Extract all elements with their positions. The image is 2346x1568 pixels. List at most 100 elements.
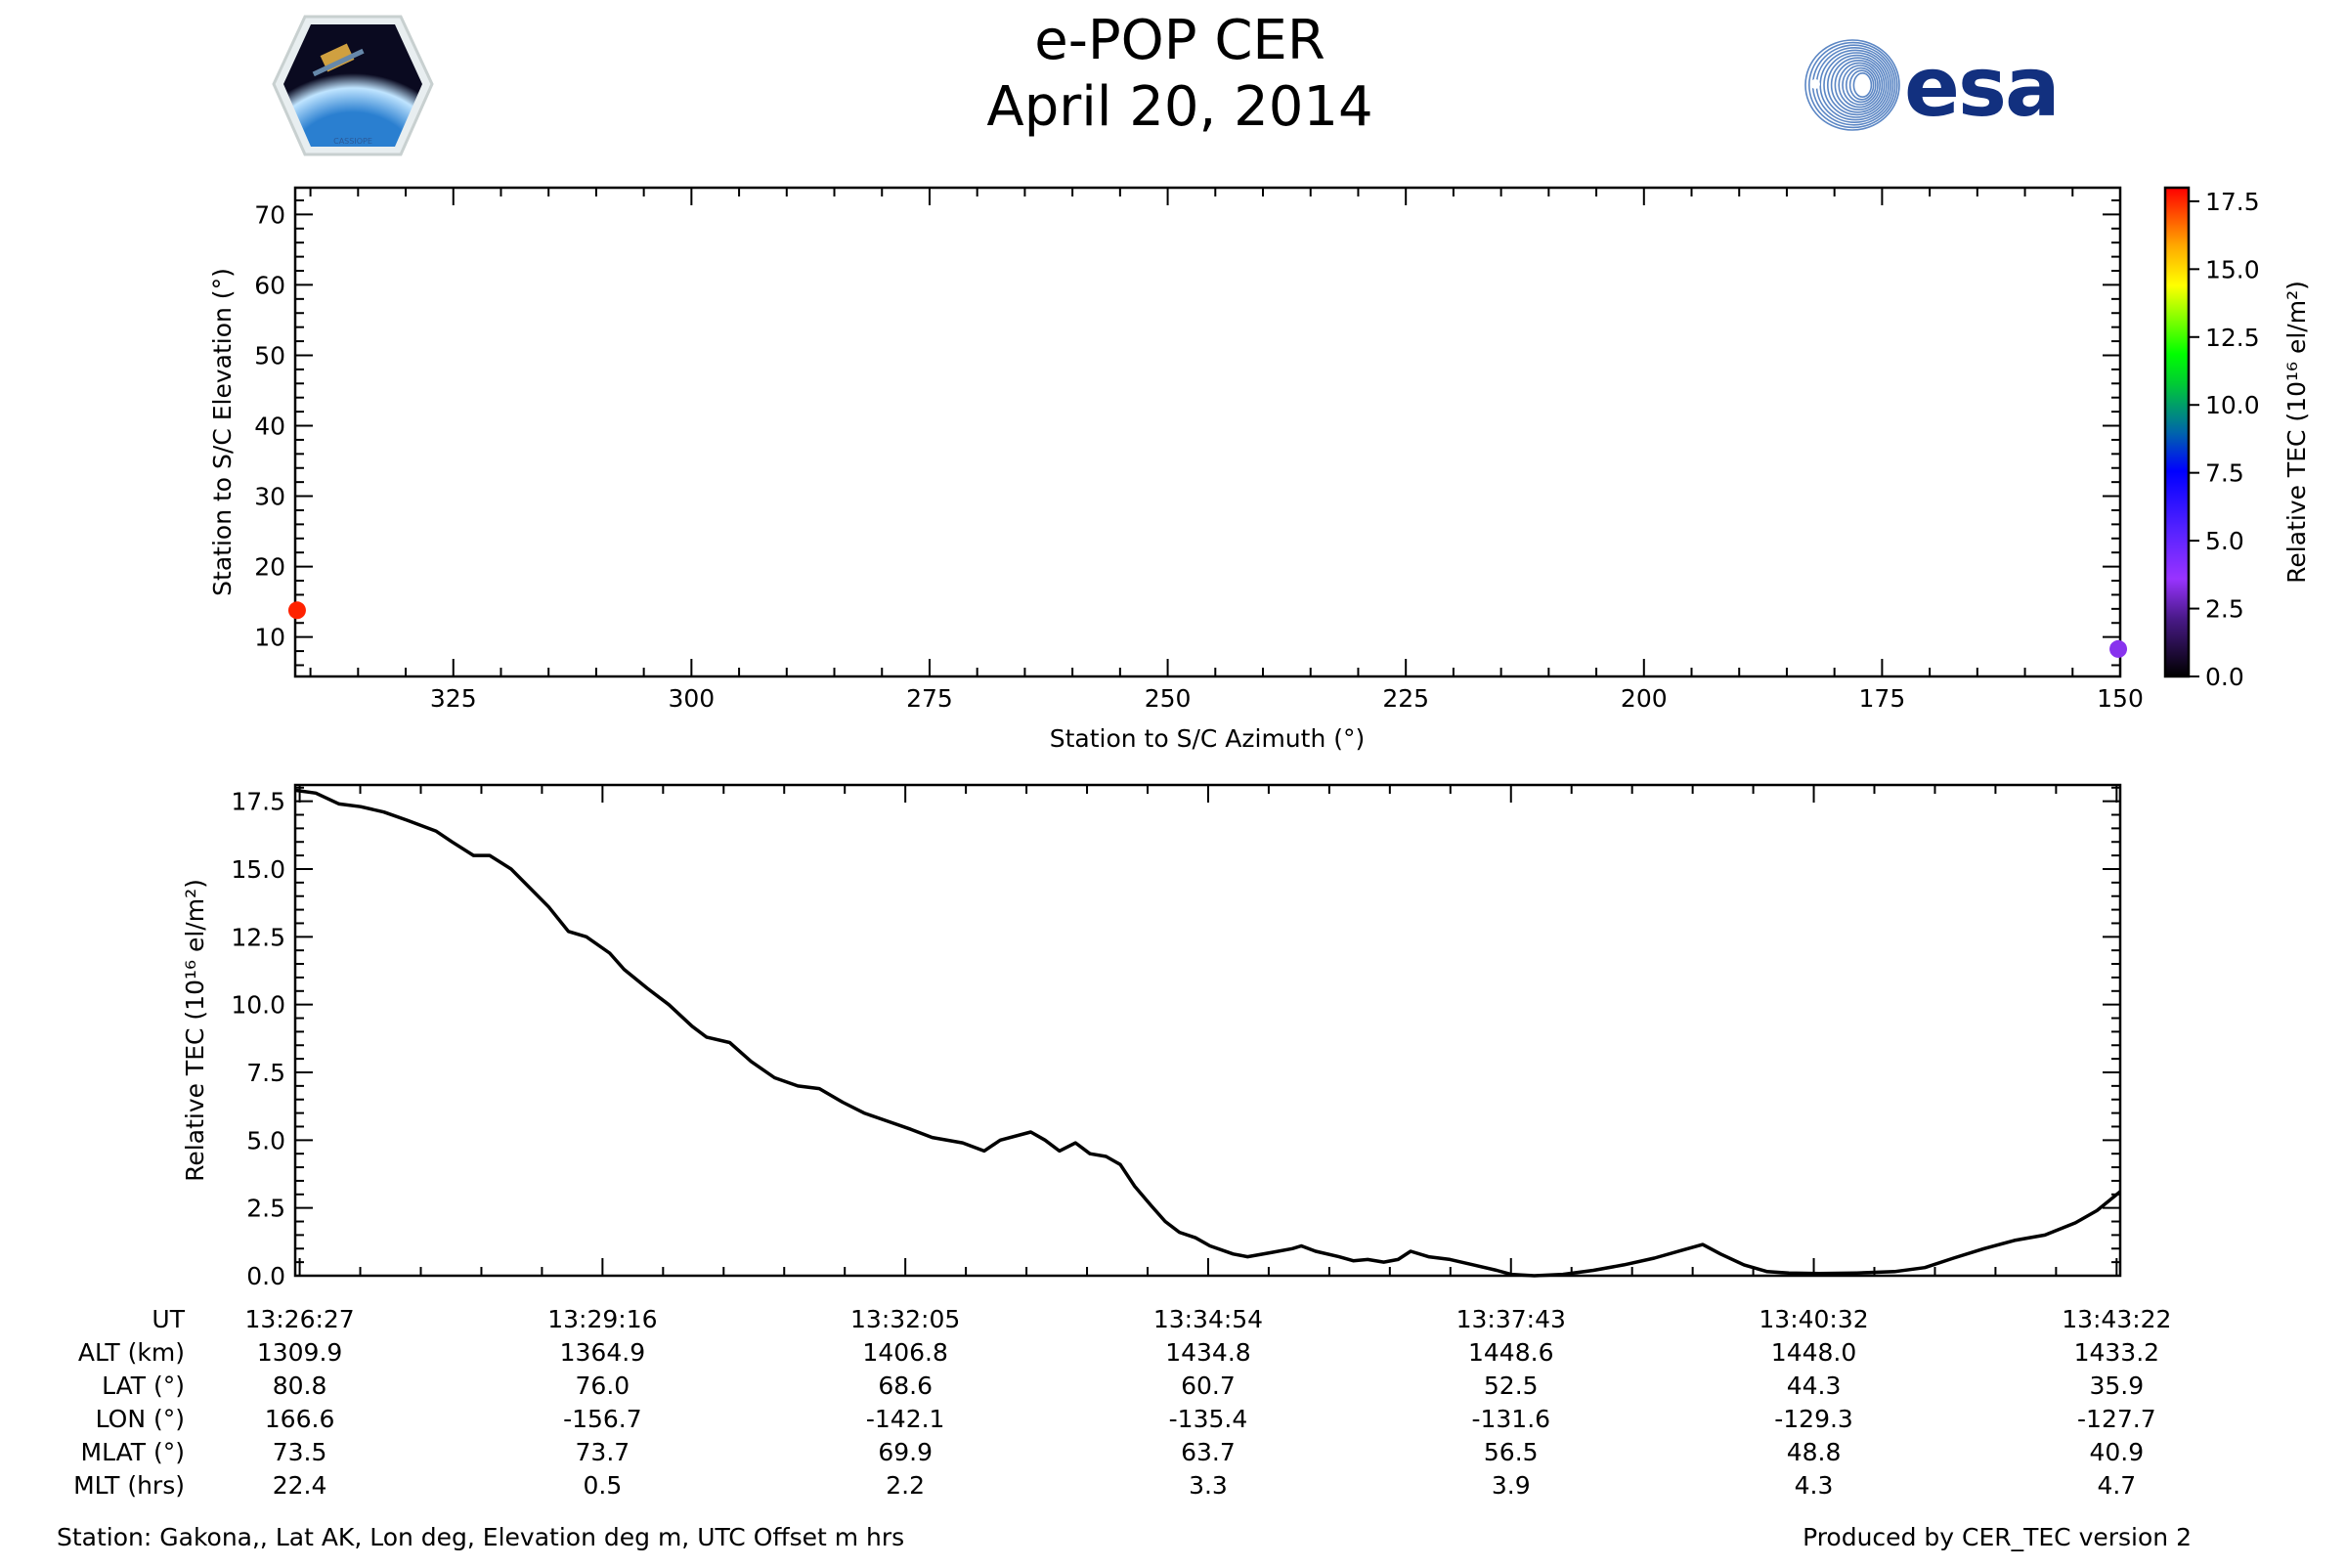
tec-colorbar: 0.0 2.5 5.0 7.5 10.0 12.5 15.0 17.5 Relative TE… [2163, 186, 2311, 691]
bottom-y-tick-label: 10.0 [231, 991, 285, 1020]
esa-swirl-ring [1804, 39, 1900, 131]
ephemeris-cell: 1434.8 [1165, 1338, 1250, 1367]
top-x-tick-label: 150 [2097, 684, 2144, 713]
top-y-tick-label: 30 [254, 483, 285, 511]
top-x-tick-label: 175 [1859, 684, 1906, 713]
ephemeris-row-label: MLT (hrs) [73, 1471, 185, 1500]
esa-swirl-ring [1842, 65, 1879, 106]
ephemeris-table: UT ALT (km) LAT (°) LON (°) MLAT (°) MLT (hrs… [73, 1305, 2171, 1500]
colorbar-tick-label: 15.0 [2205, 255, 2260, 283]
top-x-tick-label: 200 [1621, 684, 1668, 713]
ephemeris-cell: 166.6 [265, 1405, 335, 1433]
scatter-point [287, 601, 306, 620]
ephemeris-cell: -131.6 [1471, 1405, 1550, 1433]
esa-swirl-dot [1810, 79, 1820, 89]
colorbar-tick-label: 12.5 [2205, 324, 2260, 352]
esa-swirl-ring [1834, 59, 1884, 111]
ephemeris-cell: 1406.8 [862, 1338, 947, 1367]
ephemeris-cell: 44.3 [1787, 1372, 1842, 1400]
ephemeris-cell: 73.7 [576, 1438, 630, 1466]
colorbar-tick-label: 5.0 [2205, 527, 2244, 555]
ephemeris-cell: 3.3 [1189, 1471, 1228, 1500]
top-x-tick-label: 300 [669, 684, 716, 713]
bottom-y-tick-label: 5.0 [246, 1126, 285, 1154]
bottom-y-axis-label: Relative TEC (10¹⁶ el/m²) [181, 879, 209, 1182]
ephemeris-cell: 13:29:16 [547, 1305, 657, 1333]
esa-swirl-ring [1852, 72, 1873, 99]
top-x-tick-label: 275 [906, 684, 953, 713]
ephemeris-cell: 48.8 [1787, 1438, 1842, 1466]
ephemeris-row-label: ALT (km) [78, 1338, 185, 1367]
bottom-y-tick-label: 7.5 [246, 1059, 285, 1087]
colorbar-tick-label: 7.5 [2205, 459, 2244, 488]
ephemeris-row-label: LAT (°) [102, 1372, 185, 1400]
ephemeris-cell: 35.9 [2089, 1372, 2144, 1400]
ephemeris-cell: -127.7 [2077, 1405, 2156, 1433]
ephemeris-cell: 63.7 [1181, 1438, 1236, 1466]
ephemeris-cell: 1364.9 [560, 1338, 645, 1367]
colorbar-gradient [2163, 186, 2191, 678]
ephemeris-cell: -156.7 [563, 1405, 642, 1433]
top-y-tick-label: 70 [254, 200, 285, 229]
ephemeris-row-label: UT [152, 1305, 185, 1333]
esa-swirl-ring [1827, 54, 1888, 116]
ephemeris-cell: 69.9 [878, 1438, 933, 1466]
ephemeris-cell: 13:37:43 [1456, 1305, 1566, 1333]
colorbar-tick-label: 10.0 [2205, 391, 2260, 419]
esa-swirl-ring [1838, 62, 1881, 109]
colorbar-label: Relative TEC (10¹⁶ el/m²) [2282, 281, 2311, 584]
ephemeris-cell: 0.5 [583, 1471, 622, 1500]
ephemeris-cell: 22.4 [273, 1471, 327, 1500]
top-x-tick-label: 325 [430, 684, 477, 713]
ephemeris-cell: 40.9 [2089, 1438, 2144, 1466]
ephemeris-cell: 13:34:54 [1153, 1305, 1263, 1333]
tec-series-line [295, 788, 2122, 1278]
esa-swirl-ring [1830, 57, 1886, 113]
cassiope-logo-text: CASSIOPE [333, 137, 372, 146]
cassiope-logo: CASSIOPE [272, 15, 434, 156]
ephemeris-cell: 3.9 [1492, 1471, 1531, 1500]
ephemeris-cell: 4.3 [1795, 1471, 1834, 1500]
ephemeris-cell: 13:26:27 [244, 1305, 354, 1333]
top-y-tick-label: 10 [254, 624, 285, 652]
ephemeris-cell: 13:43:22 [2062, 1305, 2171, 1333]
bottom-y-tick-label: 2.5 [246, 1195, 285, 1223]
ephemeris-cell: 73.5 [273, 1438, 327, 1466]
ephemeris-cell: 4.7 [2097, 1471, 2136, 1500]
ephemeris-cell: 13:32:05 [850, 1305, 960, 1333]
station-info: Station: Gakona,, Lat AK, Lon deg, Eleva… [57, 1523, 904, 1551]
ephemeris-cell: 13:40:32 [1759, 1305, 1868, 1333]
ephemeris-cell: -135.4 [1169, 1405, 1248, 1433]
esa-swirl-ring [1823, 52, 1890, 118]
esa-swirl-ring [1846, 66, 1877, 104]
top-plot-frame [293, 186, 2122, 678]
top-y-tick-label: 60 [254, 271, 285, 299]
esa-swirl-ring [1848, 69, 1875, 101]
bottom-y-tick-label: 0.0 [246, 1262, 285, 1290]
esa-swirl-ring [1819, 49, 1891, 121]
ephemeris-cell: -129.3 [1774, 1405, 1853, 1433]
ephemeris-cell: 2.2 [886, 1471, 925, 1500]
top-y-axis-label: Station to S/C Elevation (°) [208, 268, 237, 596]
colorbar-tick-label: 2.5 [2205, 595, 2244, 624]
ephemeris-cell: 52.5 [1484, 1372, 1539, 1400]
producer-info: Produced by CER_TEC version 2 [1803, 1523, 2192, 1551]
top-y-tick-label: 40 [254, 413, 285, 441]
esa-logo-text: esa [1904, 39, 2059, 135]
ephemeris-cell: 1309.9 [257, 1338, 342, 1367]
ephemeris-cell: 56.5 [1484, 1438, 1539, 1466]
azimuth-elevation-plot: 325 300 275 250 225 200 175 150 10 20 30 40 50 60 70 S… [208, 186, 2144, 753]
top-y-tick-label: 20 [254, 553, 285, 582]
bottom-y-tick-label: 17.5 [231, 788, 285, 816]
top-x-tick-label: 225 [1382, 684, 1429, 713]
figure-date: April 20, 2014 [986, 75, 1372, 139]
bottom-y-tick-label: 15.0 [231, 855, 285, 884]
ephemeris-cell: 76.0 [576, 1372, 630, 1400]
ephemeris-cell: 1433.2 [2074, 1338, 2159, 1367]
colorbar-tick-label: 0.0 [2205, 663, 2244, 691]
ephemeris-cell: 68.6 [878, 1372, 933, 1400]
bottom-y-tick-label: 12.5 [231, 923, 285, 951]
esa-swirl-ring [1808, 41, 1898, 129]
colorbar-tick-label: 17.5 [2205, 188, 2260, 216]
